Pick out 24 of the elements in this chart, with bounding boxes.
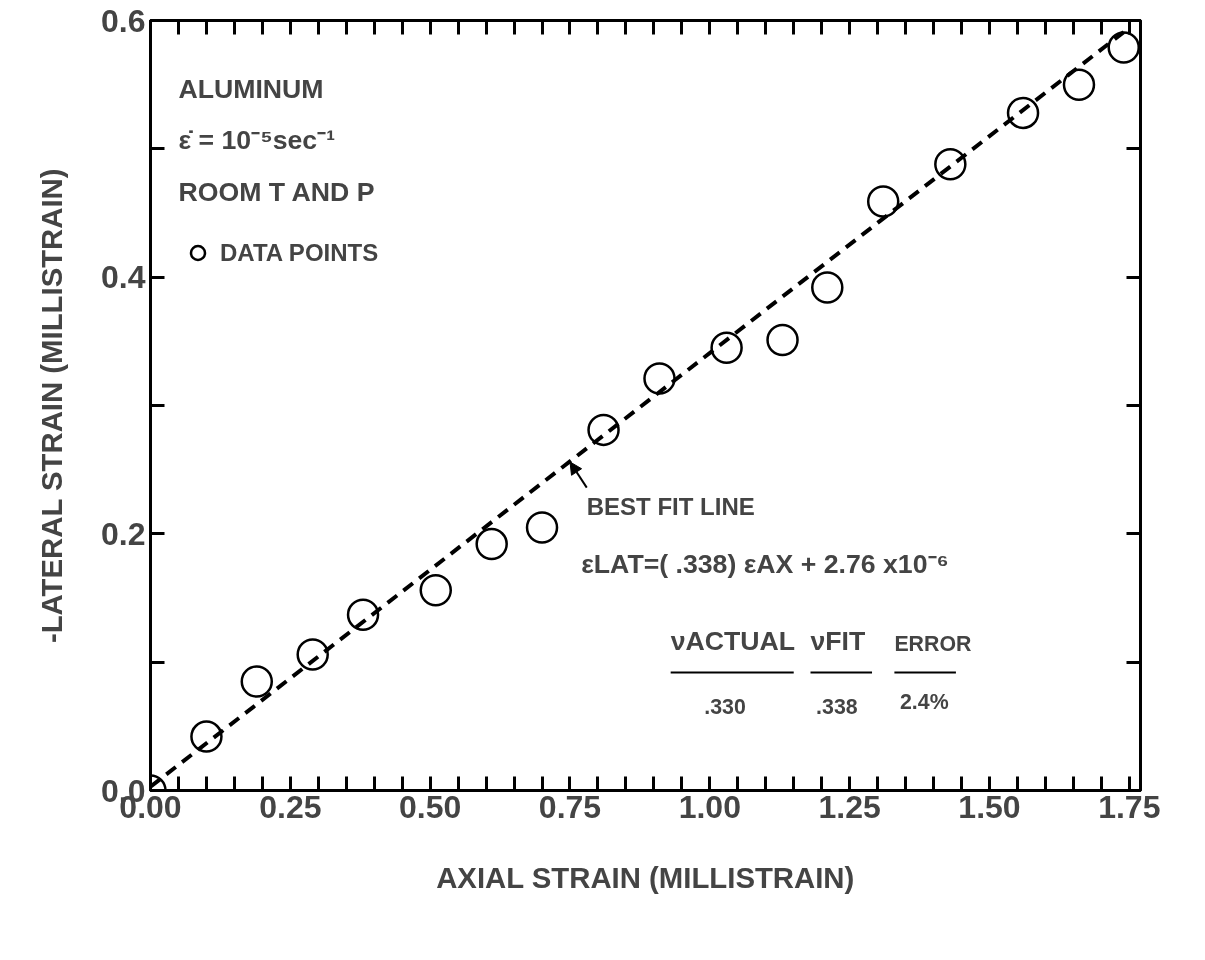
annotation: .338 [816,694,858,719]
legend-label: DATA POINTS [220,238,379,267]
annotation: ERROR [894,631,972,656]
y-axis-title: -LATERAL STRAIN (MILLISTRAIN) [35,168,69,644]
x-tick-label: 1.50 [958,788,1021,825]
x-axis-title: AXIAL STRAIN (MILLISTRAIN) [436,860,855,894]
x-tick-label: 1.25 [818,788,881,825]
annotation: ROOM T AND P [178,176,375,207]
annotation: ALUMINUM [178,73,324,104]
x-tick-label: 0.75 [538,788,602,825]
annotation: ε̇ = 10⁻⁵sec⁻¹ [178,125,336,156]
y-tick-label: 0.4 [101,259,146,296]
x-tick-label: 1.75 [1098,788,1161,825]
annotation: νACTUAL [670,625,796,656]
x-tick-label: 1.00 [678,788,741,825]
annotation: νFIT [810,625,866,656]
y-tick-label: 0.6 [101,2,146,39]
x-tick-label: 0.50 [399,788,462,825]
y-tick-label: 0.2 [101,515,146,552]
annotation: εLAT=( .338) εAX + 2.76 x10⁻⁶ [581,548,949,579]
annotation: BEST FIT LINE [586,492,755,520]
annotation: .330 [704,694,746,719]
annotation: 2.4% [899,689,949,714]
x-tick-label: 0.25 [259,788,322,825]
